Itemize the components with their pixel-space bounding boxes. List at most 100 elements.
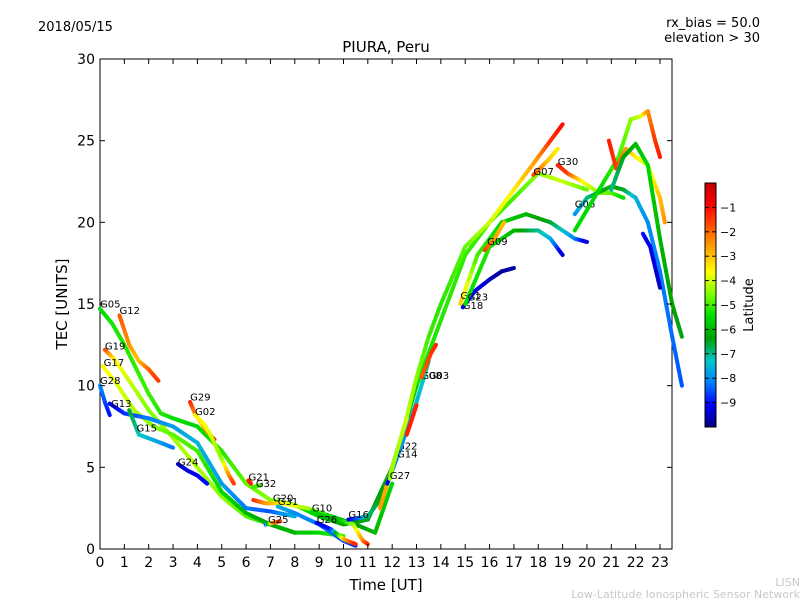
x-tick-label: 16 xyxy=(481,555,499,571)
date-label: 2018/05/15 xyxy=(38,20,113,35)
series-segment xyxy=(169,444,176,450)
x-tick-label: 5 xyxy=(217,555,226,571)
series-segment xyxy=(678,329,684,339)
series-g12: G12 xyxy=(117,306,161,383)
satellite-label: G06 xyxy=(575,200,595,211)
satellite-label: G14 xyxy=(397,450,417,461)
series-segment xyxy=(154,376,161,383)
x-tick-label: 1 xyxy=(120,555,129,571)
series-g24: G24 xyxy=(175,458,210,486)
series-g25: G25 xyxy=(263,515,288,527)
y-axis-label: TEC [UNITS] xyxy=(53,259,71,351)
series-segment xyxy=(582,239,589,244)
x-tick-label: 14 xyxy=(432,555,450,571)
satellite-label: G28 xyxy=(100,376,120,387)
satellite-label: G26 xyxy=(317,515,337,526)
satellite-label: G21 xyxy=(249,472,269,483)
series-g27: G27 xyxy=(387,416,410,482)
series-segment xyxy=(403,416,409,426)
x-tick-label: 18 xyxy=(529,555,547,571)
elevation-label: elevation > 30 xyxy=(664,31,760,46)
series-g08: G08 xyxy=(404,371,442,437)
series-g11: G11 xyxy=(458,212,589,306)
satellite-label: G29 xyxy=(190,392,210,403)
series-g09: G09 xyxy=(482,220,508,253)
series-segment xyxy=(106,410,112,418)
series-segment xyxy=(651,199,658,217)
satellite-label: G10 xyxy=(312,503,332,514)
series-g26: G26 xyxy=(314,515,358,547)
satellite-label: G27 xyxy=(390,471,410,482)
series-segment xyxy=(288,513,297,519)
series-segment xyxy=(645,163,652,180)
x-tick-label: 17 xyxy=(505,555,523,571)
credit-short: LISN xyxy=(775,576,800,589)
series-g13: G13 xyxy=(107,399,297,519)
series-g02: G02 xyxy=(192,407,236,486)
satellite-label: G16 xyxy=(348,510,368,521)
y-tick-label: 15 xyxy=(77,297,95,313)
series-g-e4 xyxy=(640,231,662,290)
series-segment xyxy=(653,212,660,229)
x-tick-label: 7 xyxy=(266,555,275,571)
y-tick-label: 5 xyxy=(86,460,95,476)
series-segment xyxy=(500,220,507,228)
colorbar-tick-label: −1 xyxy=(720,201,736,214)
satellite-label: G05 xyxy=(100,299,120,310)
series-segment xyxy=(662,216,667,225)
x-tick-label: 0 xyxy=(96,555,105,571)
x-tick-label: 23 xyxy=(651,555,669,571)
series-segment xyxy=(580,186,589,192)
series-g06: G06 xyxy=(572,184,684,388)
series-segment xyxy=(649,187,656,204)
colorbar-tick-label: −8 xyxy=(720,372,736,385)
series-g-e1 xyxy=(572,109,662,233)
series-segment xyxy=(412,403,419,413)
colorbar-tick-label: −9 xyxy=(720,397,736,410)
series-g05: G05 xyxy=(98,171,589,527)
series-segment xyxy=(655,224,662,241)
chart-title: PIURA, Peru xyxy=(342,38,429,56)
satellite-label: G09 xyxy=(487,237,507,248)
series-segment xyxy=(619,195,626,200)
satellite-label: G12 xyxy=(119,306,139,317)
colorbar-tick-label: −2 xyxy=(720,226,736,239)
series-segment xyxy=(433,342,438,349)
rx-bias-label: rx_bias = 50.0 xyxy=(666,16,760,31)
credit-full: Low-Latitude Ionospheric Sensor Network xyxy=(571,588,800,600)
series-g28: G28 xyxy=(98,376,120,418)
x-tick-label: 11 xyxy=(359,555,377,571)
x-tick-label: 9 xyxy=(315,555,324,571)
satellite-label: G22 xyxy=(397,441,417,452)
satellite-label: G19 xyxy=(105,342,125,353)
series-g32: G32 xyxy=(251,479,276,490)
satellite-label: G23 xyxy=(468,293,488,304)
satellite-label: G24 xyxy=(178,458,198,469)
series-g23: G23 xyxy=(463,228,565,306)
series-g21: G21 xyxy=(246,472,269,486)
series-segment xyxy=(231,480,236,486)
colorbar-tick-label: −3 xyxy=(720,250,736,263)
y-tick-label: 25 xyxy=(77,134,95,150)
x-axis-label: Time [UT] xyxy=(348,576,422,594)
series-segment xyxy=(351,541,358,547)
satellite-label: G17 xyxy=(104,358,124,369)
series-g07: G07 xyxy=(531,146,560,178)
satellite-label: G18 xyxy=(463,301,483,312)
x-tick-label: 13 xyxy=(408,555,426,571)
satellite-label: G07 xyxy=(533,167,553,178)
colorbar: −1 −2 −3 −4 −5 −6 −7 −8 −9 Latitude xyxy=(704,182,757,428)
series-segment xyxy=(554,146,560,153)
x-tick-label: 8 xyxy=(290,555,299,571)
series-segment xyxy=(657,152,662,159)
series-segment xyxy=(203,480,210,486)
satellite-label: G32 xyxy=(256,479,276,490)
satellite-label: G13 xyxy=(111,399,131,410)
series-segment xyxy=(558,250,565,257)
x-tick-label: 21 xyxy=(602,555,620,571)
x-tick-label: 15 xyxy=(456,555,474,571)
satellite-label: G08 xyxy=(421,371,441,382)
x-tick-label: 2 xyxy=(144,555,153,571)
colorbar-tick-label: −4 xyxy=(720,275,736,288)
